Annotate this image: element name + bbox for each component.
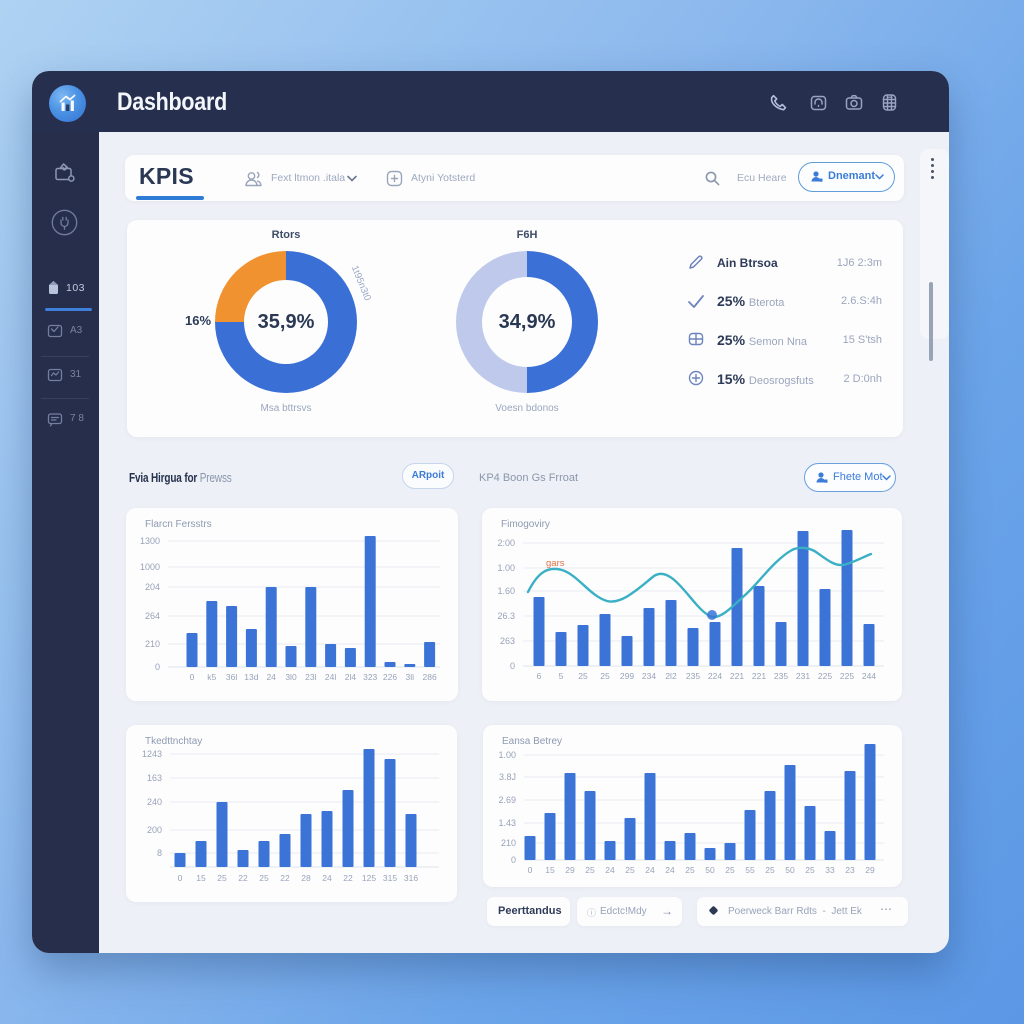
svg-text:1.00: 1.00 [498, 750, 516, 760]
svg-text:0: 0 [178, 873, 183, 883]
svg-text:244: 244 [862, 671, 876, 681]
svg-text:1.00: 1.00 [497, 563, 515, 573]
svg-text:gars: gars [546, 558, 565, 569]
svg-text:3.8J: 3.8J [499, 772, 516, 782]
svg-text:22: 22 [343, 873, 353, 883]
svg-text:55: 55 [745, 865, 755, 875]
svg-text:26.3: 26.3 [497, 611, 515, 621]
svg-text:1.60: 1.60 [497, 586, 515, 596]
svg-text:2l2: 2l2 [665, 671, 677, 681]
svg-text:235: 235 [774, 671, 788, 681]
svg-text:22: 22 [238, 873, 248, 883]
svg-text:1300: 1300 [140, 536, 160, 546]
svg-text:286: 286 [423, 672, 437, 682]
svg-text:315: 315 [383, 873, 397, 883]
svg-text:24: 24 [605, 865, 615, 875]
svg-text:25: 25 [578, 671, 588, 681]
svg-text:28: 28 [301, 873, 311, 883]
svg-text:2:00: 2:00 [497, 538, 515, 548]
svg-text:25: 25 [600, 671, 610, 681]
svg-text:263: 263 [500, 636, 515, 646]
svg-text:25: 25 [259, 873, 269, 883]
svg-text:Eansa Betrey: Eansa Betrey [502, 736, 562, 747]
svg-text:Tkedttnchtay: Tkedttnchtay [145, 736, 202, 747]
svg-text:29: 29 [565, 865, 575, 875]
svg-text:25: 25 [765, 865, 775, 875]
svg-text:6: 6 [537, 671, 542, 681]
svg-text:0: 0 [155, 662, 160, 672]
svg-text:15: 15 [196, 873, 206, 883]
svg-text:210: 210 [501, 838, 516, 848]
svg-text:234: 234 [642, 671, 656, 681]
svg-text:323: 323 [363, 672, 377, 682]
svg-text:5: 5 [559, 671, 564, 681]
svg-text:1.43: 1.43 [498, 818, 516, 828]
svg-text:0: 0 [510, 661, 515, 671]
svg-text:25: 25 [685, 865, 695, 875]
svg-text:33: 33 [825, 865, 835, 875]
svg-text:200: 200 [147, 825, 162, 835]
svg-text:25: 25 [805, 865, 815, 875]
svg-text:2l4: 2l4 [345, 672, 357, 682]
svg-text:15: 15 [545, 865, 555, 875]
svg-text:0: 0 [528, 865, 533, 875]
svg-text:1243: 1243 [142, 749, 162, 759]
svg-text:264: 264 [145, 611, 160, 621]
svg-text:k5: k5 [207, 672, 216, 682]
svg-text:225: 225 [840, 671, 854, 681]
svg-text:2.69: 2.69 [498, 795, 516, 805]
svg-text:25: 25 [585, 865, 595, 875]
svg-text:25: 25 [217, 873, 227, 883]
svg-text:231: 231 [796, 671, 810, 681]
svg-text:0: 0 [190, 672, 195, 682]
svg-text:24: 24 [266, 672, 276, 682]
svg-text:Flarcn Fersstrs: Flarcn Fersstrs [145, 519, 212, 530]
svg-text:235: 235 [686, 671, 700, 681]
svg-text:240: 240 [147, 797, 162, 807]
svg-text:299: 299 [620, 671, 634, 681]
svg-text:226: 226 [383, 672, 397, 682]
svg-text:0: 0 [511, 855, 516, 865]
svg-text:210: 210 [145, 639, 160, 649]
svg-text:224: 224 [708, 671, 722, 681]
svg-text:163: 163 [147, 773, 162, 783]
svg-text:24: 24 [645, 865, 655, 875]
svg-text:316: 316 [404, 873, 418, 883]
svg-text:23: 23 [845, 865, 855, 875]
svg-text:24: 24 [665, 865, 675, 875]
svg-text:22: 22 [280, 873, 290, 883]
svg-text:221: 221 [752, 671, 766, 681]
svg-text:221: 221 [730, 671, 744, 681]
svg-text:3l0: 3l0 [285, 672, 297, 682]
svg-text:1000: 1000 [140, 562, 160, 572]
svg-text:3ll: 3ll [406, 672, 415, 682]
svg-text:24l: 24l [325, 672, 336, 682]
svg-text:225: 225 [818, 671, 832, 681]
svg-text:36l: 36l [226, 672, 237, 682]
svg-text:13d: 13d [244, 672, 258, 682]
svg-text:25: 25 [625, 865, 635, 875]
svg-text:23l: 23l [305, 672, 316, 682]
svg-text:50: 50 [785, 865, 795, 875]
svg-text:29: 29 [865, 865, 875, 875]
svg-text:204: 204 [145, 582, 160, 592]
svg-text:25: 25 [725, 865, 735, 875]
svg-text:Fimogoviry: Fimogoviry [501, 519, 550, 530]
svg-text:50: 50 [705, 865, 715, 875]
svg-text:125: 125 [362, 873, 376, 883]
svg-text:24: 24 [322, 873, 332, 883]
svg-text:8: 8 [157, 848, 162, 858]
